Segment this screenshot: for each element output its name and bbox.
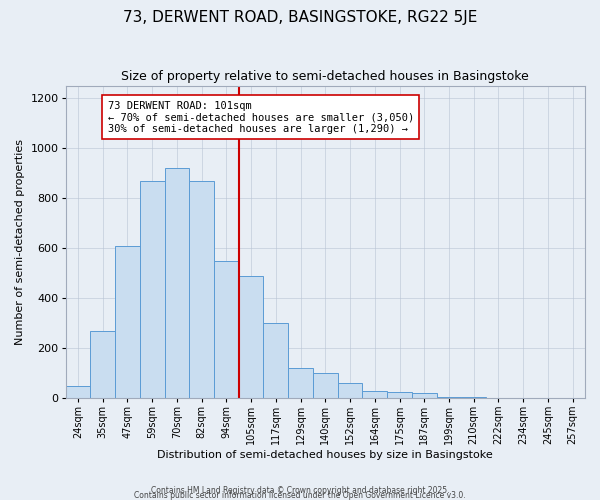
Bar bbox=[65, 386, 91, 398]
Text: 73 DERWENT ROAD: 101sqm
← 70% of semi-detached houses are smaller (3,050)
30% of: 73 DERWENT ROAD: 101sqm ← 70% of semi-de… bbox=[107, 100, 414, 134]
Text: Contains HM Land Registry data © Crown copyright and database right 2025.: Contains HM Land Registry data © Crown c… bbox=[151, 486, 449, 495]
Title: Size of property relative to semi-detached houses in Basingstoke: Size of property relative to semi-detach… bbox=[121, 70, 529, 83]
Bar bbox=[362, 390, 387, 398]
Bar bbox=[189, 180, 214, 398]
Bar bbox=[338, 383, 362, 398]
Text: Contains public sector information licensed under the Open Government Licence v3: Contains public sector information licen… bbox=[134, 491, 466, 500]
Bar bbox=[164, 168, 189, 398]
Bar bbox=[214, 260, 239, 398]
Bar bbox=[412, 393, 437, 398]
X-axis label: Distribution of semi-detached houses by size in Basingstoke: Distribution of semi-detached houses by … bbox=[157, 450, 493, 460]
Bar bbox=[239, 276, 263, 398]
Text: 73, DERWENT ROAD, BASINGSTOKE, RG22 5JE: 73, DERWENT ROAD, BASINGSTOKE, RG22 5JE bbox=[123, 10, 477, 25]
Bar bbox=[91, 330, 115, 398]
Bar bbox=[437, 397, 461, 398]
Bar bbox=[313, 373, 338, 398]
Bar bbox=[461, 397, 486, 398]
Bar bbox=[115, 246, 140, 398]
Bar bbox=[387, 392, 412, 398]
Bar bbox=[263, 323, 288, 398]
Bar bbox=[140, 180, 164, 398]
Y-axis label: Number of semi-detached properties: Number of semi-detached properties bbox=[15, 139, 25, 345]
Bar bbox=[288, 368, 313, 398]
